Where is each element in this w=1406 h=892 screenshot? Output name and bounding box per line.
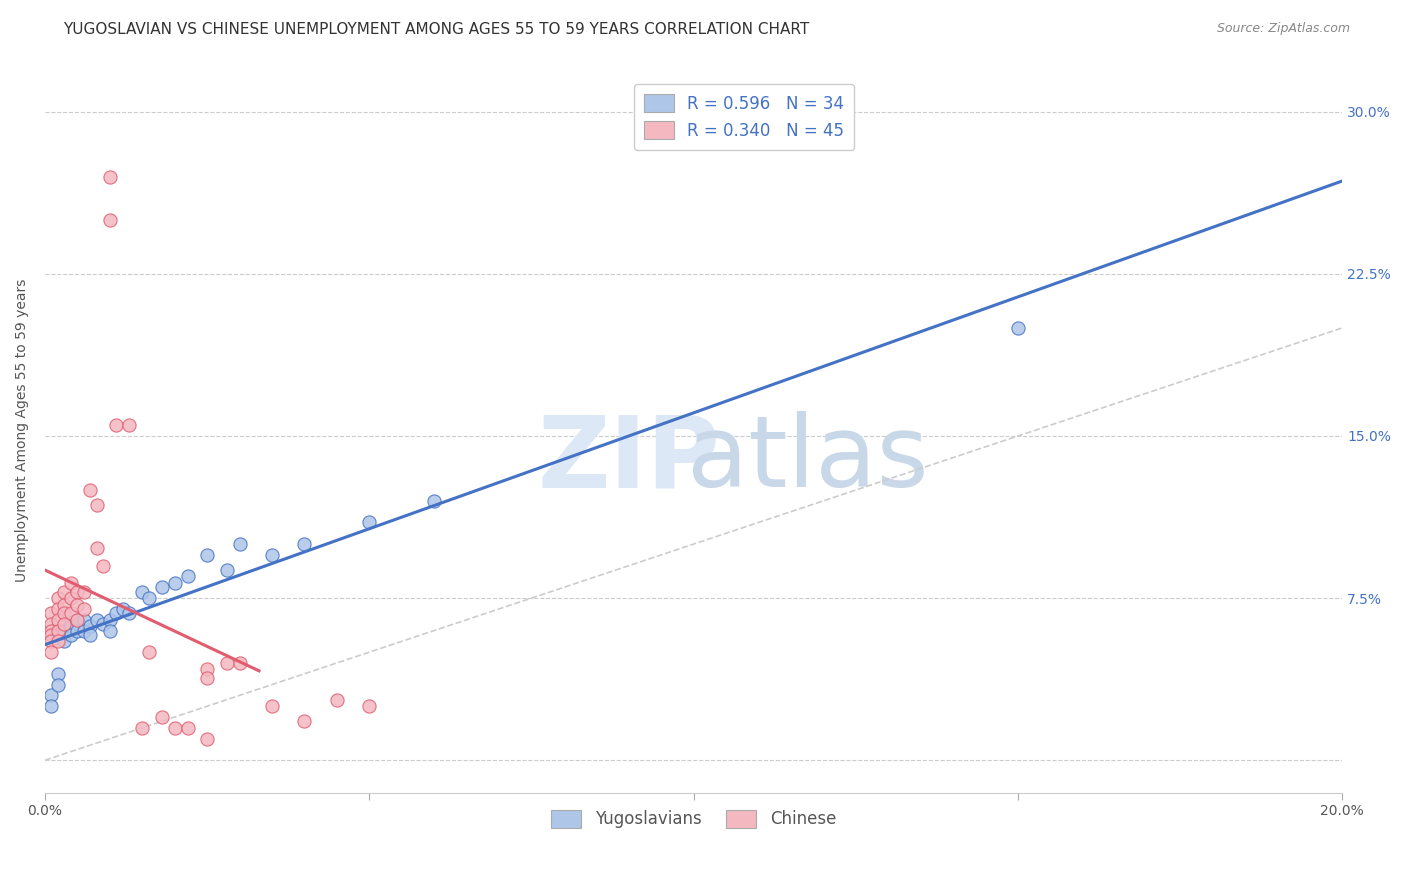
Point	[98, 624, 121, 638]
Point	[260, 699, 283, 714]
Point	[195, 731, 218, 746]
Point	[41, 624, 63, 638]
Point	[93, 558, 115, 573]
Point	[138, 591, 160, 606]
Point	[66, 613, 89, 627]
Point	[105, 418, 128, 433]
Point	[260, 548, 283, 562]
Point	[59, 628, 82, 642]
Point	[46, 613, 69, 627]
Point	[59, 591, 82, 606]
Text: atlas: atlas	[688, 411, 929, 508]
Point	[150, 580, 173, 594]
Point	[195, 662, 218, 676]
Point	[215, 563, 238, 577]
Point	[46, 677, 69, 691]
Point	[73, 613, 96, 627]
Point	[53, 584, 76, 599]
Point	[86, 541, 108, 556]
Point	[59, 619, 82, 633]
Point	[73, 624, 96, 638]
Point	[176, 721, 198, 735]
Point	[66, 624, 89, 638]
Point	[118, 606, 141, 620]
Text: ZIP: ZIP	[538, 411, 721, 508]
Y-axis label: Unemployment Among Ages 55 to 59 years: Unemployment Among Ages 55 to 59 years	[15, 279, 30, 582]
Point	[294, 714, 316, 729]
Point	[138, 645, 160, 659]
Point	[53, 617, 76, 632]
Point	[41, 628, 63, 642]
Point	[176, 569, 198, 583]
Point	[59, 606, 82, 620]
Point	[1007, 321, 1029, 335]
Point	[131, 721, 153, 735]
Point	[79, 483, 101, 497]
Point	[326, 692, 349, 706]
Point	[98, 169, 121, 184]
Legend: Yugoslavians, Chinese: Yugoslavians, Chinese	[544, 803, 842, 835]
Point	[66, 584, 89, 599]
Point	[131, 584, 153, 599]
Point	[215, 656, 238, 670]
Point	[86, 613, 108, 627]
Point	[228, 656, 250, 670]
Point	[163, 721, 186, 735]
Point	[53, 606, 76, 620]
Point	[53, 598, 76, 612]
Point	[73, 602, 96, 616]
Point	[228, 537, 250, 551]
Point	[86, 498, 108, 512]
Point	[53, 634, 76, 648]
Point	[359, 699, 381, 714]
Text: YUGOSLAVIAN VS CHINESE UNEMPLOYMENT AMONG AGES 55 TO 59 YEARS CORRELATION CHART: YUGOSLAVIAN VS CHINESE UNEMPLOYMENT AMON…	[63, 22, 810, 37]
Point	[46, 634, 69, 648]
Point	[41, 617, 63, 632]
Point	[93, 617, 115, 632]
Point	[111, 602, 134, 616]
Point	[105, 606, 128, 620]
Point	[294, 537, 316, 551]
Point	[41, 699, 63, 714]
Point	[73, 584, 96, 599]
Text: Source: ZipAtlas.com: Source: ZipAtlas.com	[1216, 22, 1350, 36]
Point	[359, 516, 381, 530]
Point	[98, 212, 121, 227]
Point	[41, 634, 63, 648]
Point	[46, 624, 69, 638]
Point	[98, 613, 121, 627]
Point	[66, 598, 89, 612]
Point	[423, 493, 446, 508]
Point	[46, 666, 69, 681]
Point	[41, 689, 63, 703]
Point	[46, 591, 69, 606]
Point	[195, 548, 218, 562]
Point	[53, 624, 76, 638]
Point	[66, 613, 89, 627]
Point	[79, 619, 101, 633]
Point	[150, 710, 173, 724]
Point	[163, 576, 186, 591]
Point	[41, 606, 63, 620]
Point	[195, 671, 218, 685]
Point	[118, 418, 141, 433]
Point	[59, 576, 82, 591]
Point	[79, 628, 101, 642]
Point	[46, 602, 69, 616]
Point	[41, 645, 63, 659]
